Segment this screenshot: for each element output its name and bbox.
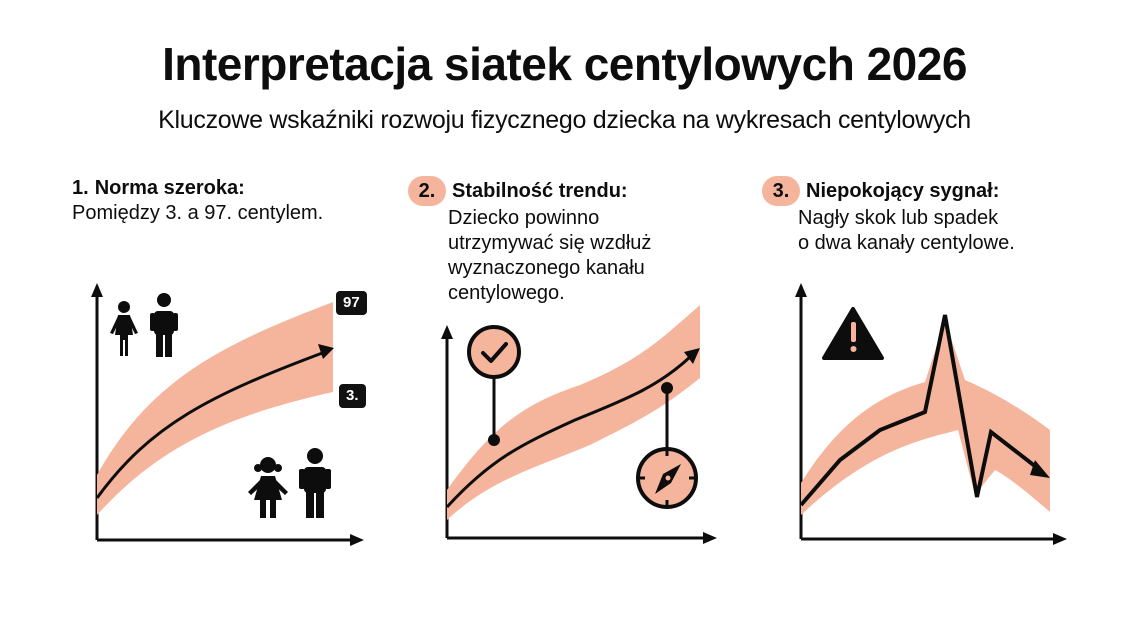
panel-1-desc-line: Pomiędzy 3. a 97. centylem. xyxy=(72,202,324,224)
panel-1-title: Norma szeroka: xyxy=(94,177,245,199)
panel-2-desc-line: wyznaczonego kanału xyxy=(448,257,645,279)
panel-2-text: 2. Stabilność trendu: Dziecko powinno ut… xyxy=(408,176,652,306)
panel-3-title: Niepokojący sygnał: xyxy=(806,179,1000,202)
panel-1-text: 1. Norma szeroka: Pomiędzy 3. a 97. cent… xyxy=(72,176,323,226)
check-circle-icon xyxy=(467,325,521,446)
panel-2-title: Stabilność trendu: xyxy=(452,179,628,202)
chart-1-percentile-band xyxy=(97,302,333,515)
panel-3-text: 3. Niepokojący sygnał: Nagły skok lub sp… xyxy=(762,176,1015,256)
panel-2-desc-line: Dziecko powinno xyxy=(448,207,600,229)
chart-3-percentile-band xyxy=(801,320,1050,515)
panel-1-number: 1. xyxy=(72,177,89,199)
panel-2-heading: 2. Stabilność trendu: xyxy=(408,176,651,206)
chart-1-growth-arrow xyxy=(95,344,334,499)
panel-3-desc-line: Nagły skok lub spadek xyxy=(798,207,999,229)
page-subtitle: Kluczowe wskaźniki rozwoju fizycznego dz… xyxy=(158,106,971,134)
panel-3-heading: 3. Niepokojący sygnał: xyxy=(762,176,1015,206)
panel-2-number: 2. xyxy=(408,176,446,206)
panel-3-desc-line: o dwa kanały centylowe. xyxy=(798,232,1015,254)
warning-triangle-icon xyxy=(822,307,884,360)
chart-2-percentile-band xyxy=(447,305,700,520)
page-title: Interpretacja siatek centylowych 2026 xyxy=(162,38,967,90)
panel-2-desc-line: utrzymywać się wzdłuż xyxy=(448,232,652,254)
panel-3-number: 3. xyxy=(762,176,800,206)
boy-icon xyxy=(150,293,178,357)
girl-icon xyxy=(110,301,138,356)
chart-2-growth-arrow xyxy=(445,348,700,509)
compass-icon xyxy=(636,382,698,509)
chart-3-erratic-arrow xyxy=(799,314,1050,507)
percentile-3-label: 3. xyxy=(339,384,366,408)
panel-2-desc-line: centylowego. xyxy=(448,282,565,304)
percentile-97-label: 97 xyxy=(336,291,367,315)
boy-icon xyxy=(299,448,331,518)
panel-1-heading: 1. Norma szeroka: xyxy=(72,176,323,201)
girl-pigtails-icon xyxy=(248,457,288,518)
